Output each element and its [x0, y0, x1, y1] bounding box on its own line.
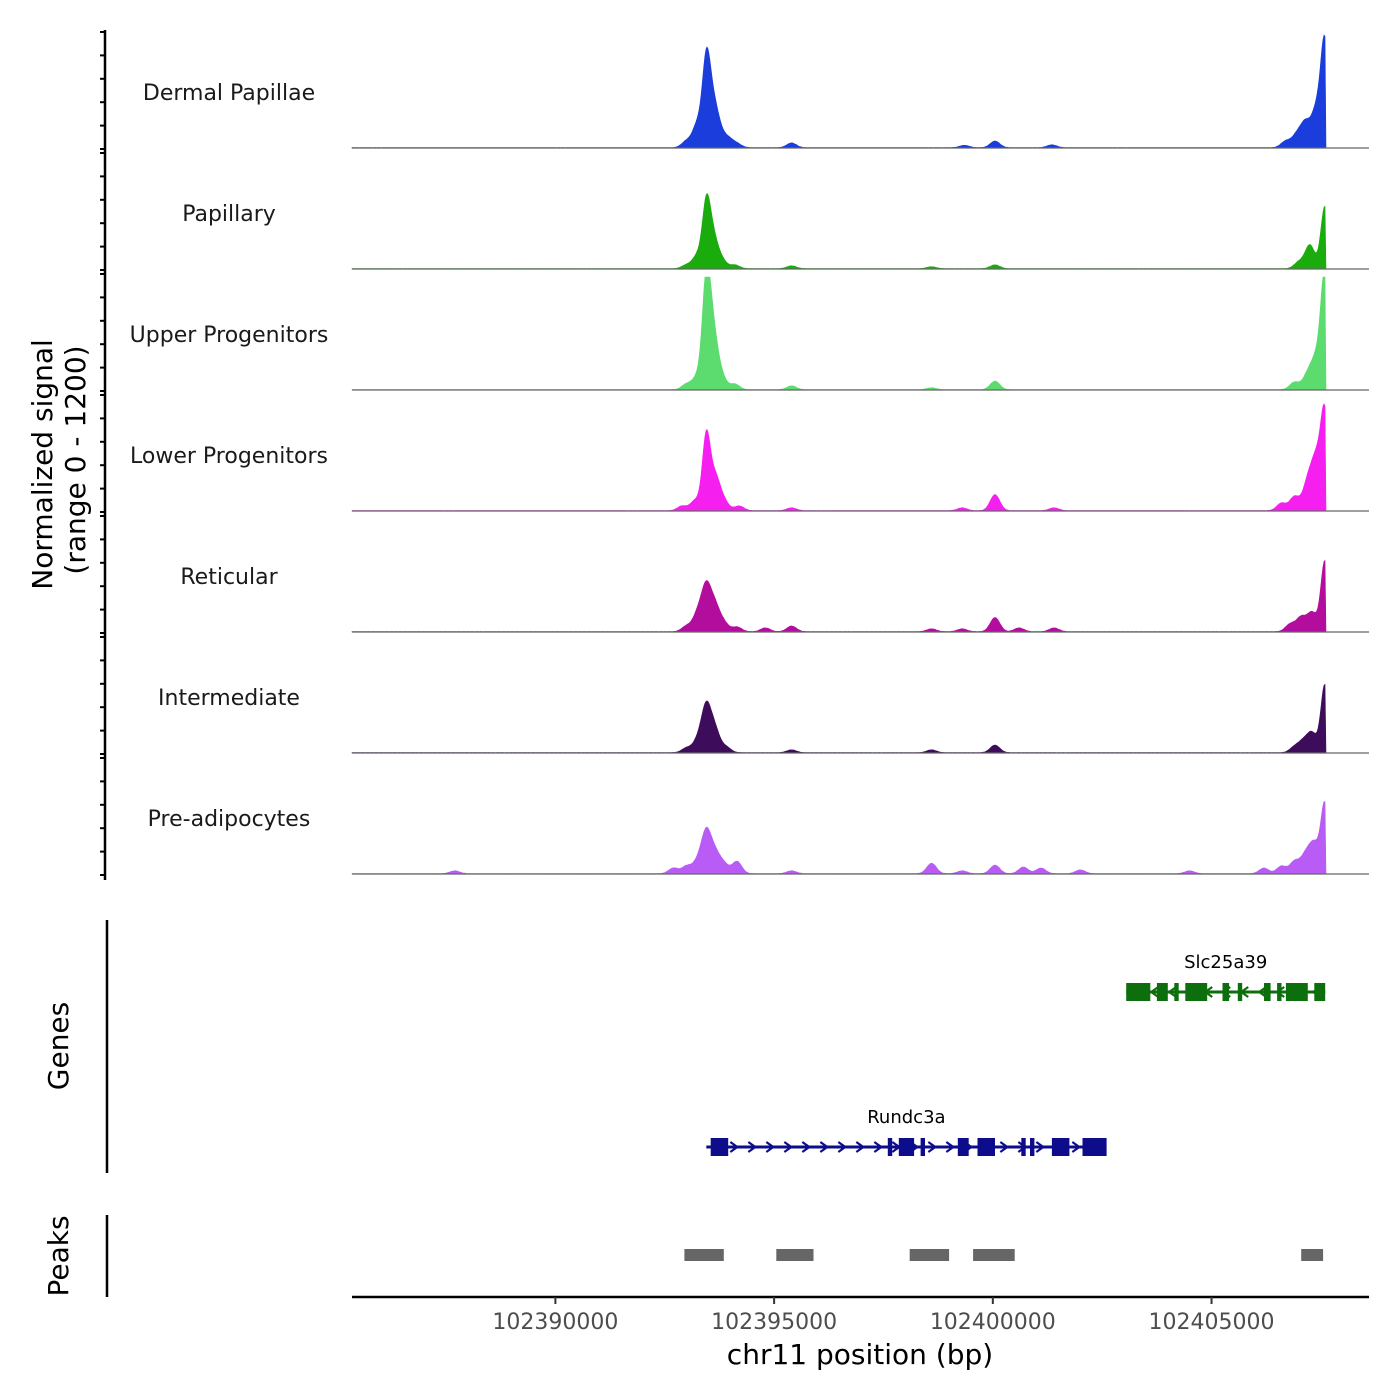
peaks-panel-title: Peaks — [42, 1215, 75, 1296]
gene-exon — [1051, 1138, 1070, 1156]
genes-panel: Genes Slc25a39 Rundc3a — [42, 920, 1326, 1173]
gene-exon — [1237, 983, 1243, 1001]
gene-exon — [1314, 983, 1326, 1001]
signal-y-axis-title-line1: Normalized signal — [26, 339, 59, 590]
track-upper-progenitors: Upper Progenitors — [130, 276, 1369, 391]
signal-area-upper-progenitors — [351, 276, 1369, 391]
signal-area-reticular — [351, 559, 1369, 633]
signal-area-pre-adipocytes — [351, 801, 1369, 875]
strand-arrow — [999, 1141, 1010, 1153]
strand-arrow — [801, 1141, 812, 1153]
gene-slc25a39: Slc25a39 — [1126, 952, 1326, 1001]
track-intermediate: Intermediate — [158, 683, 1369, 754]
x-axis-title: chr11 position (bp) — [727, 1338, 993, 1371]
gene-exon — [1277, 983, 1282, 1001]
peak-region — [973, 1249, 1015, 1261]
strand-arrow — [1149, 986, 1159, 998]
peak-region — [684, 1249, 724, 1261]
track-reticular: Reticular — [180, 559, 1369, 633]
track-label-reticular: Reticular — [180, 565, 278, 590]
track-label-intermediate: Intermediate — [158, 686, 300, 711]
x-tick-label: 102395000 — [711, 1310, 837, 1335]
signal-area-papillary — [351, 192, 1369, 270]
track-label-papillary: Papillary — [182, 202, 276, 227]
track-label-upper-progenitors: Upper Progenitors — [130, 323, 329, 348]
gene-label-slc25a39: Slc25a39 — [1184, 952, 1267, 973]
gene-exon — [977, 1138, 995, 1156]
gene-exon — [1264, 983, 1271, 1001]
gene-exon — [1185, 983, 1208, 1001]
signal-y-axis-title-line2: (range 0 - 1200) — [59, 345, 92, 574]
strand-arrow — [747, 1141, 758, 1153]
gene-rundc3a: Rundc3a — [706, 1107, 1107, 1156]
strand-arrow — [819, 1141, 830, 1153]
x-tick-label: 102400000 — [930, 1310, 1056, 1335]
gene-exon — [1156, 983, 1168, 1001]
strand-arrow — [945, 1141, 956, 1153]
signal-area-lower-progenitors — [351, 403, 1369, 512]
strand-arrow — [1035, 1141, 1046, 1153]
gene-exon — [1030, 1138, 1035, 1156]
strand-arrow — [837, 1141, 848, 1153]
x-tick-label: 102405000 — [1149, 1310, 1275, 1335]
gene-exon — [1082, 1138, 1107, 1156]
gene-exon — [710, 1138, 729, 1156]
track-label-pre-adipocytes: Pre-adipocytes — [148, 807, 311, 832]
peak-region — [1301, 1249, 1324, 1261]
x-tick-label: 102390000 — [492, 1310, 618, 1335]
strand-arrow — [873, 1141, 884, 1153]
strand-arrow — [1071, 1141, 1082, 1153]
gene-exon — [1021, 1138, 1026, 1156]
gene-exon — [1126, 983, 1151, 1001]
track-papillary: Papillary — [182, 192, 1369, 270]
strand-arrow — [855, 1141, 866, 1153]
strand-arrow — [729, 1141, 740, 1153]
signal-y-axis-title: Normalized signal (range 0 - 1200) — [26, 330, 92, 589]
signal-area-dermal-papillae — [351, 34, 1369, 149]
coverage-tracks: Dermal Papillae Papillary Upper Progenitor… — [130, 34, 1369, 875]
genes-panel-title: Genes — [42, 1002, 75, 1090]
strand-arrow — [783, 1141, 794, 1153]
gene-label-rundc3a: Rundc3a — [867, 1107, 945, 1128]
track-pre-adipocytes: Pre-adipocytes — [148, 801, 1369, 875]
peaks-panel: Peaks — [42, 1215, 1324, 1297]
gene-exon — [887, 1138, 893, 1156]
strand-arrow — [1167, 986, 1177, 998]
gene-exon — [1222, 983, 1230, 1001]
strand-arrow — [765, 1141, 776, 1153]
track-lower-progenitors: Lower Progenitors — [130, 403, 1369, 512]
gene-exon — [957, 1138, 969, 1156]
signal-y-axis — [100, 30, 107, 880]
x-axis: chr11 position (bp) 102390000 102395000 10… — [352, 1295, 1369, 1371]
peak-region — [776, 1249, 814, 1261]
gene-exon — [1285, 983, 1308, 1001]
signal-area-intermediate — [351, 683, 1369, 754]
strand-arrow — [1257, 986, 1267, 998]
gene-exon — [1174, 983, 1179, 1001]
gene-exon — [920, 1138, 925, 1156]
gene-exon — [898, 1138, 915, 1156]
track-dermal-papillae: Dermal Papillae — [143, 34, 1369, 149]
track-label-dermal-papillae: Dermal Papillae — [143, 81, 315, 106]
peak-region — [909, 1249, 950, 1261]
strand-arrow — [927, 1141, 938, 1153]
track-label-lower-progenitors: Lower Progenitors — [130, 444, 328, 469]
